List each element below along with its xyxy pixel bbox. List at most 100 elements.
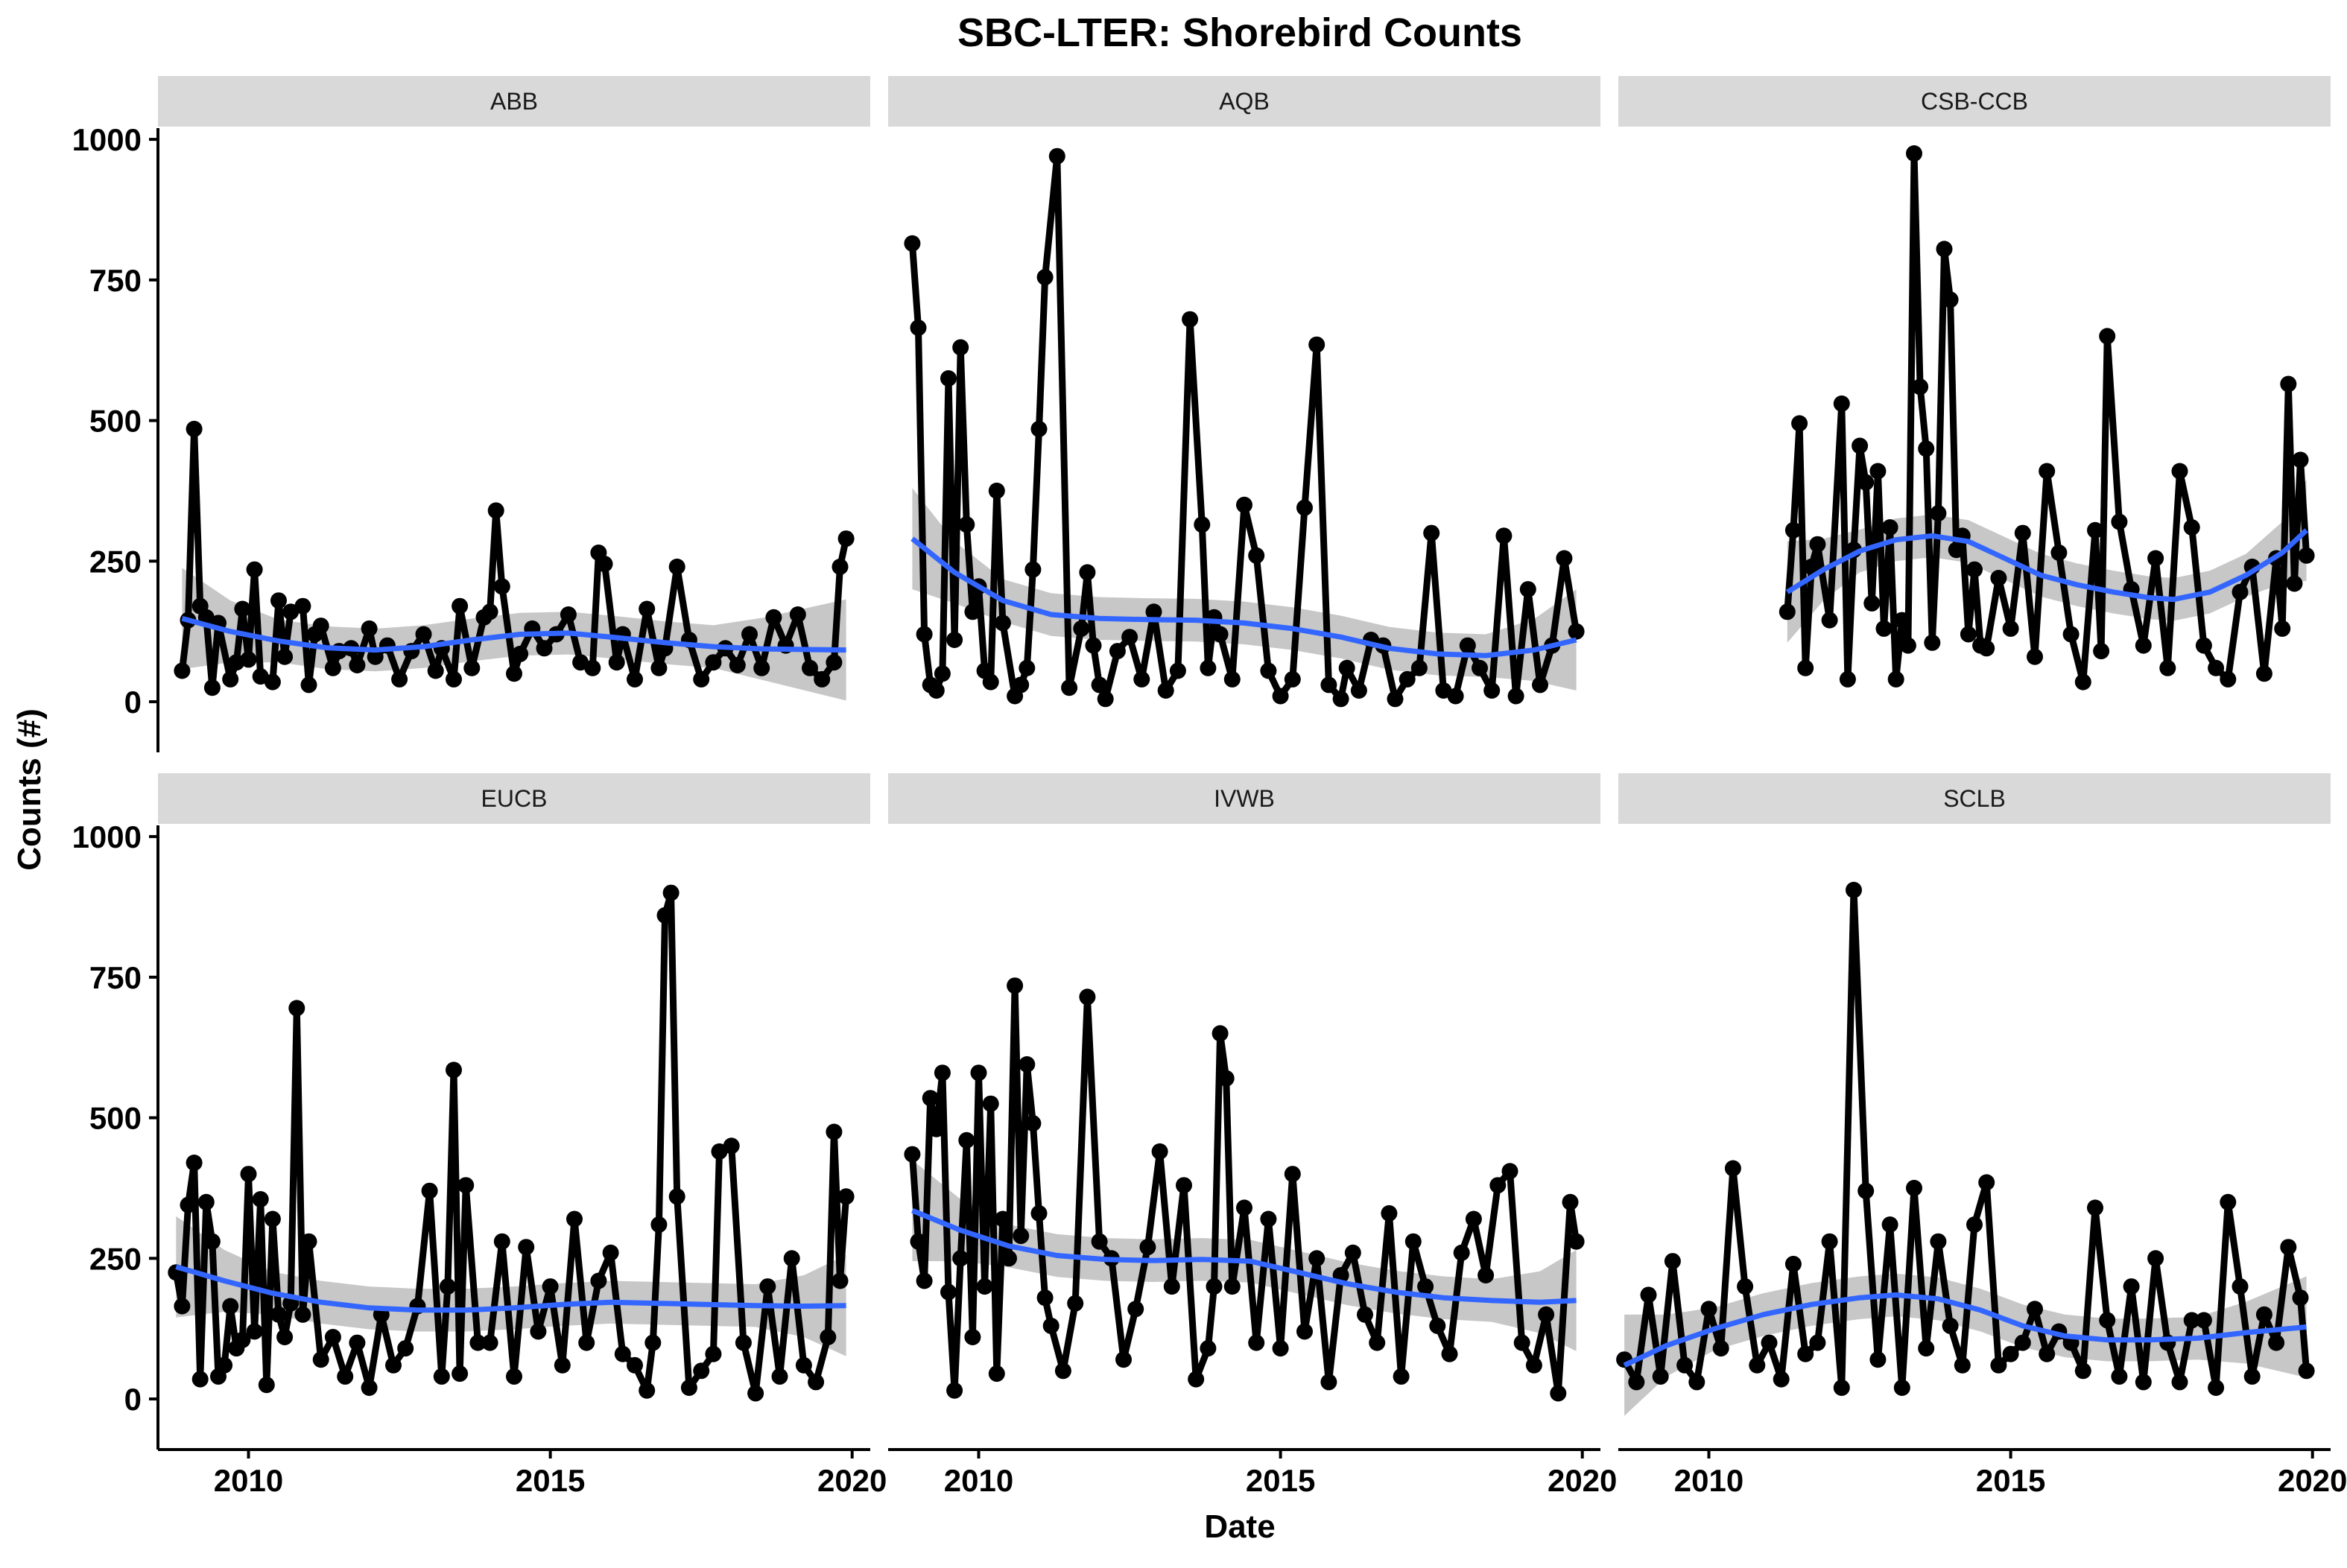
- data-point: [1067, 1295, 1084, 1312]
- data-point: [2232, 1278, 2249, 1295]
- data-point: [1846, 881, 1862, 898]
- data-point: [433, 1368, 450, 1385]
- facet-aqb: AQB: [888, 76, 1600, 708]
- data-point: [246, 561, 263, 578]
- data-point: [186, 420, 203, 437]
- data-point: [1887, 670, 1904, 688]
- data-point: [741, 626, 758, 643]
- data-point: [2298, 547, 2315, 564]
- data-point: [1556, 550, 1573, 567]
- x-tick-label: 2010: [1674, 1463, 1743, 1498]
- data-point: [2087, 521, 2103, 539]
- data-point: [627, 670, 643, 688]
- data-point: [2255, 1306, 2272, 1323]
- data-point: [976, 1278, 993, 1295]
- data-point: [1893, 1380, 1910, 1396]
- data-point: [446, 670, 462, 688]
- data-point: [312, 1351, 329, 1368]
- data-point: [1320, 1374, 1337, 1391]
- data-point: [1881, 1216, 1898, 1233]
- data-point: [1472, 659, 1488, 676]
- x-tick-label: 2020: [2278, 1463, 2347, 1498]
- data-point: [1924, 634, 1941, 651]
- data-point: [1097, 691, 1114, 708]
- data-point: [1248, 1334, 1265, 1351]
- data-point: [668, 558, 685, 575]
- data-point: [1447, 688, 1464, 705]
- data-point: [705, 1345, 722, 1362]
- data-point: [439, 1278, 456, 1295]
- data-point: [1562, 1193, 1579, 1210]
- data-point: [940, 370, 957, 387]
- data-point: [1157, 682, 1174, 699]
- data-point: [1495, 527, 1513, 545]
- data-point: [349, 1334, 366, 1351]
- data-point: [487, 502, 504, 519]
- data-point: [922, 1090, 939, 1107]
- data-point: [2050, 545, 2068, 561]
- data-point: [2255, 665, 2272, 682]
- data-point: [2274, 620, 2291, 637]
- data-point: [964, 1329, 981, 1345]
- data-point: [2099, 1312, 2116, 1329]
- data-point: [904, 1146, 921, 1163]
- data-point: [1942, 1317, 1959, 1334]
- data-point: [294, 1306, 311, 1323]
- series-line: [908, 153, 1580, 702]
- data-point: [1990, 570, 2007, 586]
- data-point: [1308, 336, 1325, 353]
- data-point: [1809, 536, 1826, 553]
- data-point: [1875, 620, 1893, 637]
- data-point: [1465, 1210, 1482, 1228]
- data-point: [1091, 1233, 1108, 1250]
- data-point: [1525, 1356, 1542, 1374]
- data-point: [2280, 375, 2297, 393]
- data-point: [1206, 1278, 1223, 1295]
- data-point: [2292, 1289, 2309, 1307]
- data-point: [1019, 1056, 1036, 1073]
- data-point: [2298, 1362, 2315, 1380]
- data-point: [2099, 328, 2116, 345]
- data-point: [1417, 1278, 1434, 1295]
- data-point: [566, 1210, 583, 1228]
- facet-strip: [1618, 773, 2331, 824]
- y-tick-label: 750: [89, 960, 142, 995]
- data-point: [1079, 988, 1096, 1006]
- data-point: [1833, 395, 1850, 412]
- data-point: [2220, 670, 2237, 688]
- data-point: [1236, 496, 1252, 513]
- data-point: [946, 1382, 963, 1399]
- data-point: [765, 609, 782, 626]
- data-point: [1954, 1356, 1971, 1374]
- data-point: [1387, 691, 1404, 708]
- x-tick-label: 2020: [1548, 1463, 1617, 1498]
- data-point: [2208, 659, 2225, 676]
- data-point: [837, 1188, 855, 1205]
- data-point: [2014, 524, 2031, 542]
- data-point: [427, 662, 444, 679]
- data-point: [1852, 437, 1869, 454]
- data-point: [2208, 1380, 2225, 1396]
- data-point: [1881, 519, 1898, 536]
- data-point: [1501, 1163, 1518, 1180]
- data-point: [203, 1233, 221, 1250]
- data-point: [1085, 637, 1102, 654]
- data-point: [542, 1278, 559, 1295]
- data-point: [1357, 1306, 1373, 1323]
- data-point: [1404, 1233, 1422, 1250]
- y-tick-label: 250: [89, 1241, 142, 1276]
- data-point: [2002, 620, 2019, 637]
- data-point: [1724, 1160, 1741, 1177]
- data-point: [1399, 670, 1416, 688]
- y-tick-label: 500: [89, 404, 142, 439]
- data-point: [2171, 1374, 2188, 1391]
- y-tick-label: 500: [89, 1101, 142, 1136]
- data-point: [723, 1137, 740, 1155]
- chart-title: SBC-LTER: Shorebird Counts: [957, 10, 1522, 55]
- facet-strip-label: CSB-CCB: [1921, 88, 2028, 115]
- x-tick-label: 2015: [1976, 1463, 2045, 1498]
- data-point: [2195, 1312, 2212, 1329]
- data-point: [2220, 1193, 2237, 1210]
- data-point: [518, 1239, 535, 1256]
- data-point: [1918, 1340, 1935, 1357]
